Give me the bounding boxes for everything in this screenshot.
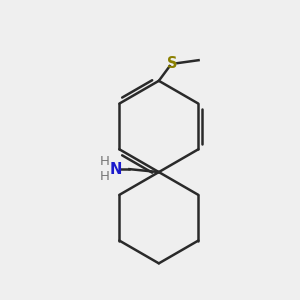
Text: S: S — [167, 56, 177, 70]
Text: H: H — [100, 170, 110, 183]
Text: N: N — [110, 162, 122, 177]
Text: H: H — [100, 155, 110, 168]
